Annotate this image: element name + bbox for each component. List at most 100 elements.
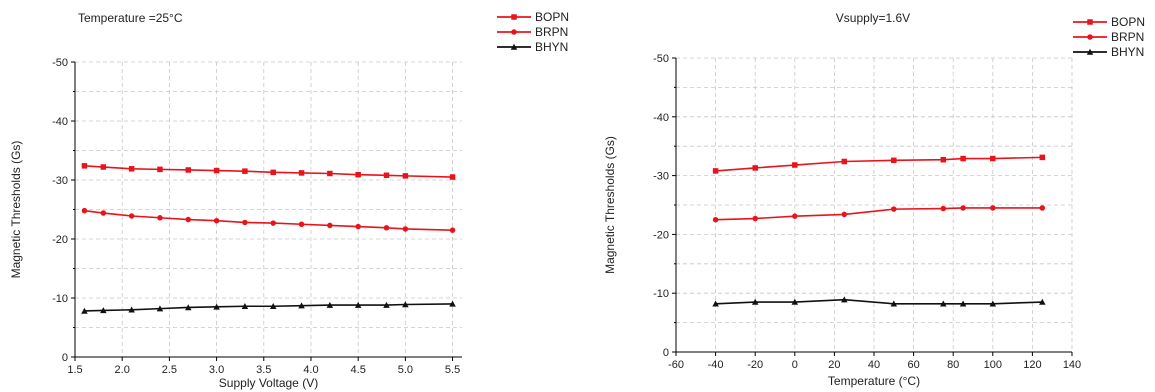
y-tick-label: -20 <box>653 229 669 241</box>
data-point <box>713 217 719 223</box>
series-line <box>84 211 452 230</box>
x-tick-label: -60 <box>668 359 684 371</box>
x-tick-label: 140 <box>1063 359 1081 371</box>
series-bhyn <box>712 296 1045 306</box>
data-point <box>186 217 192 223</box>
data-point <box>842 212 848 218</box>
legend-label: BOPN <box>1111 15 1145 29</box>
y-tick-label: -10 <box>653 288 669 300</box>
data-point <box>327 223 333 229</box>
data-point <box>941 157 947 163</box>
data-point <box>891 158 897 164</box>
y-tick-label: -40 <box>52 116 68 128</box>
series-bopn <box>82 163 456 180</box>
data-point <box>1040 205 1046 211</box>
data-point <box>355 224 361 230</box>
x-tick-label: 4.0 <box>303 364 318 376</box>
y-tick-label: -50 <box>653 53 669 65</box>
data-point <box>270 170 276 176</box>
y-tick-label: -40 <box>653 112 669 124</box>
data-point <box>450 227 456 233</box>
chart-title: Vsupply=1.6V <box>836 11 910 25</box>
y-tick-label: -10 <box>52 293 68 305</box>
x-tick-label: 1.5 <box>67 364 82 376</box>
data-point <box>299 222 305 228</box>
data-point <box>713 168 719 174</box>
x-tick-label: 5.0 <box>398 364 413 376</box>
x-tick-label: 3.0 <box>209 364 224 376</box>
series-line <box>84 166 452 177</box>
chart-2: 0 -10 -20 -30 -40 -50 -60 -40 -20 0 20 40 60 80 100 120… <box>603 11 1145 388</box>
data-point <box>960 156 966 162</box>
data-point <box>101 164 107 170</box>
data-point <box>990 205 996 211</box>
data-point <box>82 208 88 214</box>
data-point <box>270 220 276 226</box>
legend-marker <box>511 29 517 35</box>
data-point <box>157 215 163 221</box>
data-point <box>299 170 305 176</box>
x-axis-label: Supply Voltage (V) <box>219 376 318 390</box>
x-tick-label: -40 <box>708 359 724 371</box>
data-point <box>792 162 798 168</box>
series-brpn <box>82 208 456 233</box>
series-bopn <box>713 155 1045 174</box>
data-point <box>157 167 163 173</box>
data-point <box>384 173 390 179</box>
data-point <box>129 213 135 219</box>
data-point <box>355 172 361 178</box>
data-point <box>214 218 220 224</box>
data-point <box>941 206 947 212</box>
legend-marker <box>1087 34 1093 40</box>
x-tick-label: 2.0 <box>115 364 130 376</box>
x-tick-label: 3.5 <box>256 364 271 376</box>
x-tick-label: -20 <box>747 359 763 371</box>
x-tick-label: 60 <box>907 359 919 371</box>
y-tick-label: 0 <box>62 352 68 364</box>
y-tick-label: -30 <box>52 175 68 187</box>
x-tick-label: 0 <box>792 359 798 371</box>
data-point <box>450 174 456 180</box>
legend-label: BRPN <box>1111 30 1144 44</box>
chart-1: 0 -10 -20 -30 -40 -50 1.5 2.0 2.5 3.0 3.5 4.0 4.5 5.0… <box>9 10 569 390</box>
x-tick-label: 80 <box>947 359 959 371</box>
y-tick-label: -30 <box>653 171 669 183</box>
data-point <box>384 225 390 231</box>
legend-label: BHYN <box>1111 45 1144 59</box>
data-point <box>129 166 135 172</box>
x-tick-label: 100 <box>984 359 1002 371</box>
x-tick-label: 120 <box>1023 359 1041 371</box>
data-point <box>82 163 88 169</box>
y-tick-label: -50 <box>52 57 68 69</box>
y-tick-label: -20 <box>52 234 68 246</box>
data-point <box>842 159 848 165</box>
data-point <box>960 205 966 211</box>
y-axis-label: Magnetic Thresholds (Gs) <box>603 136 617 274</box>
data-point <box>891 206 897 212</box>
data-point <box>242 220 248 226</box>
legend-marker <box>511 14 517 20</box>
legend-marker <box>1087 19 1093 25</box>
y-tick-label: 0 <box>663 347 669 359</box>
data-point <box>101 210 107 216</box>
chart-title: Temperature =25°C <box>78 11 183 25</box>
data-point <box>214 168 220 174</box>
data-point <box>186 167 192 173</box>
legend-label: BHYN <box>535 40 568 54</box>
x-tick-label: 40 <box>868 359 880 371</box>
data-point <box>403 226 409 232</box>
data-point <box>990 156 996 162</box>
x-tick-label: 2.5 <box>162 364 177 376</box>
data-point <box>403 173 409 179</box>
series-brpn <box>713 205 1045 222</box>
legend-label: BOPN <box>535 10 569 24</box>
y-axis-label: Magnetic Thresholds (Gs) <box>9 141 23 279</box>
data-point <box>242 168 248 174</box>
data-point <box>1040 155 1046 161</box>
x-tick-label: 4.5 <box>351 364 366 376</box>
legend-label: BRPN <box>535 25 568 39</box>
x-axis-label: Temperature (°C) <box>828 374 920 388</box>
